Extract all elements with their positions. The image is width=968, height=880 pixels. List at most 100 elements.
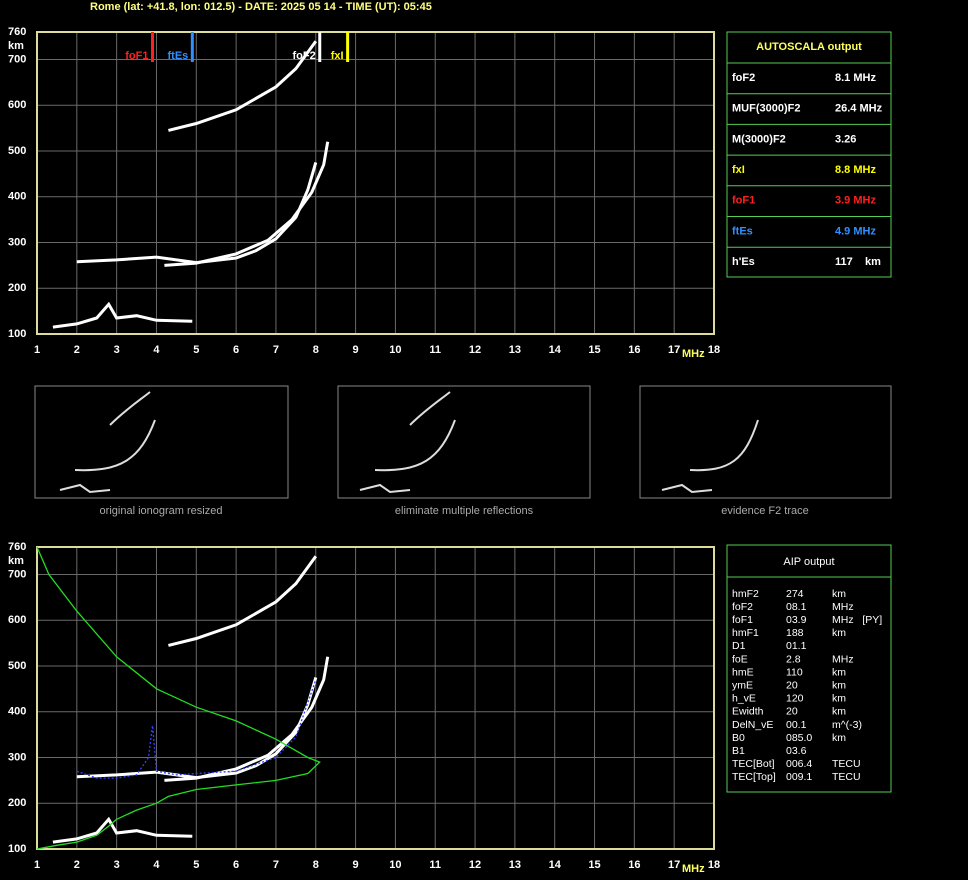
aip-cell: B0 <box>732 732 745 744</box>
header: Rome (lat: +41.8, lon: 012.5) - DATE: 20… <box>90 1 432 13</box>
aip-cell: hmF2 <box>732 588 759 600</box>
thumbnails: original ionogram resized eliminate mult… <box>34 385 892 517</box>
thumb-trace <box>661 419 759 494</box>
marker-label: foF2 <box>293 50 316 62</box>
aip-cell: km <box>832 693 846 705</box>
trace <box>168 555 318 647</box>
y-tick-label: 300 <box>8 236 26 248</box>
aip-cell: MHz [PY] <box>832 614 882 626</box>
aip-cell: m^(-3) <box>832 719 862 731</box>
thumb-trace <box>359 391 456 494</box>
x-tick-label: 2 <box>74 344 80 356</box>
thumb-trace <box>59 391 156 494</box>
y-tick-label: 100 <box>8 328 26 340</box>
x-tick-label: 1 <box>34 859 40 871</box>
row-value: 8.8 MHz <box>835 164 876 176</box>
aip-cell: h_vE <box>732 693 756 705</box>
aip-cell: TECU <box>832 771 861 783</box>
table-title: AIP output <box>783 556 834 568</box>
aip-cell: B1 <box>732 745 745 757</box>
x-tick-label: 14 <box>549 344 562 356</box>
row-label: ftEs <box>732 225 753 237</box>
x-tick-label: 15 <box>588 859 600 871</box>
aip-cell: DelN_vE <box>732 719 773 731</box>
trace <box>168 40 318 132</box>
plot-frame <box>36 31 715 335</box>
trace <box>36 546 321 850</box>
x-tick-label: 5 <box>193 344 199 356</box>
thumb-caption: eliminate multiple reflections <box>395 505 534 517</box>
aip-cell: hmE <box>732 666 754 678</box>
aip-cell: 00.1 <box>786 719 807 731</box>
x-tick-label: 7 <box>273 344 279 356</box>
row-label: h'Es <box>732 256 755 268</box>
x-tick-label: 10 <box>389 344 401 356</box>
x-tick-label: 8 <box>313 859 319 871</box>
row-value: 3.9 MHz <box>835 195 876 207</box>
x-tick-label: 18 <box>708 344 720 356</box>
trace <box>76 679 317 779</box>
row-label: M(3000)F2 <box>732 133 786 145</box>
table-title: AUTOSCALA output <box>756 41 862 53</box>
x-tick-label: 15 <box>588 344 600 356</box>
x-tick-label: 10 <box>389 859 401 871</box>
aip-box <box>726 576 892 793</box>
aip-cell: km <box>832 679 846 691</box>
x-tick-label: 16 <box>628 859 640 871</box>
aip-cell: km <box>832 732 846 744</box>
aip-cell: 274 <box>786 588 804 600</box>
thumb-caption: original ionogram resized <box>100 505 223 517</box>
x-tick-label: 18 <box>708 859 720 871</box>
aip-cell: 110 <box>786 666 803 678</box>
y-tick-label: 400 <box>8 191 26 203</box>
row-value: 8.1 MHz <box>835 72 876 84</box>
y-axis-label: km <box>8 555 24 567</box>
aip-cell: 20 <box>786 706 798 718</box>
x-tick-label: 4 <box>153 344 160 356</box>
thumb-frame <box>337 385 591 499</box>
y-tick-label: 600 <box>8 614 26 626</box>
aip-cell: TECU <box>832 758 861 770</box>
x-tick-label: 3 <box>114 344 120 356</box>
x-axis-label: MHz <box>682 863 705 875</box>
aip-cell: km <box>832 706 846 718</box>
plot-frame <box>36 546 715 850</box>
thumb-frame <box>34 385 289 499</box>
x-tick-label: 9 <box>353 859 359 871</box>
aip-cell: D1 <box>732 640 746 652</box>
x-tick-label: 14 <box>549 859 562 871</box>
x-axis-label: MHz <box>682 348 705 360</box>
x-tick-label: 1 <box>34 344 40 356</box>
aip-cell: Ewidth <box>732 706 764 718</box>
row-label: MUF(3000)F2 <box>732 103 800 115</box>
thumb-caption: evidence F2 trace <box>721 505 808 517</box>
aip-cell: TEC[Top] <box>732 771 776 783</box>
y-tick-label: 200 <box>8 797 26 809</box>
aip-cell: 03.9 <box>786 614 807 626</box>
aip-cell: MHz <box>832 653 854 665</box>
x-tick-label: 8 <box>313 344 319 356</box>
y-tick-label: 100 <box>8 843 26 855</box>
aip-cell: foF1 <box>732 614 753 626</box>
y-tick-label: 300 <box>8 751 26 763</box>
x-tick-label: 17 <box>668 859 680 871</box>
aip-cell: hmF1 <box>732 627 759 639</box>
aip-cell: 006.4 <box>786 758 812 770</box>
row-value: 4.9 MHz <box>835 225 876 237</box>
aip-cell: MHz <box>832 601 854 613</box>
x-tick-label: 11 <box>429 859 441 871</box>
aip-cell: foF2 <box>732 601 753 613</box>
aip-cell: 120 <box>786 693 804 705</box>
x-tick-label: 11 <box>429 344 441 356</box>
x-tick-label: 12 <box>469 344 481 356</box>
aip-cell: foE <box>732 653 748 665</box>
autoscala-box <box>726 31 892 278</box>
marker-label: foF1 <box>125 50 148 62</box>
marker-label: ftEs <box>168 50 189 62</box>
trace <box>52 816 193 844</box>
row-value: 117 km <box>835 256 881 268</box>
x-tick-label: 5 <box>193 859 199 871</box>
aip-cell: ymE <box>732 679 753 691</box>
aip-cell: km <box>832 627 846 639</box>
